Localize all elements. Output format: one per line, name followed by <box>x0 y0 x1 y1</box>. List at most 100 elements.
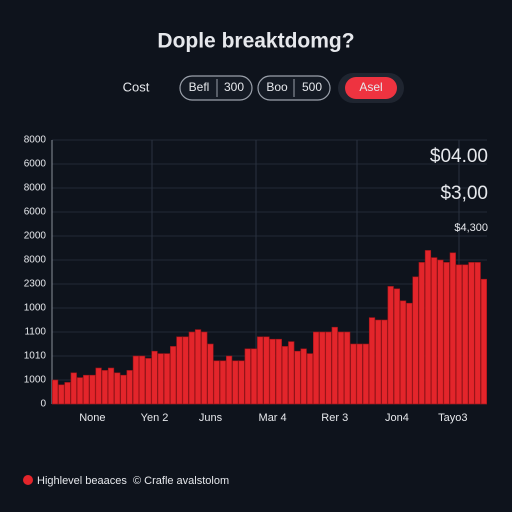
bar <box>281 346 289 405</box>
bar <box>170 346 177 405</box>
x-tick-label: Yen 2 <box>141 412 169 424</box>
bar <box>288 341 295 405</box>
y-tick-label: 1010 <box>24 351 47 362</box>
x-tick-label: Jon4 <box>385 412 409 424</box>
x-tick-label: None <box>79 412 105 424</box>
bar <box>300 348 307 405</box>
bar <box>238 360 245 405</box>
bar <box>387 286 394 405</box>
bar <box>375 319 382 405</box>
bar <box>101 370 108 405</box>
button[interactable]: Boo <box>266 80 288 94</box>
bar <box>356 343 363 405</box>
bar <box>294 350 301 405</box>
bar <box>120 374 127 405</box>
bar <box>368 317 376 405</box>
bar <box>381 319 388 405</box>
bar <box>399 300 407 405</box>
bar <box>107 367 115 405</box>
bar <box>83 374 90 405</box>
bar <box>176 336 183 405</box>
bar <box>337 331 345 405</box>
bar <box>406 302 413 405</box>
bar <box>157 353 164 405</box>
bar <box>455 264 463 405</box>
x-tick-label: Rer 3 <box>321 412 348 424</box>
plot: 0 1000 1010 1100 1000 2300 8000 2000 6000 8000 600… <box>24 135 488 424</box>
bar <box>64 382 71 405</box>
bar <box>226 355 233 405</box>
bar <box>151 350 158 405</box>
y-tick-label: 1000 <box>24 303 47 314</box>
annotation: $04.00 <box>430 146 488 167</box>
bar <box>331 326 338 405</box>
x-tick-label: Tayo3 <box>438 412 467 424</box>
bar <box>194 329 202 405</box>
control-label: Cost <box>123 79 150 94</box>
bar <box>244 348 251 405</box>
bar <box>449 252 456 405</box>
bar <box>431 257 438 405</box>
bar <box>126 370 133 405</box>
bar <box>58 384 65 405</box>
button[interactable]: 500 <box>302 80 322 94</box>
bar <box>257 336 264 405</box>
bar <box>319 331 326 405</box>
bar <box>76 377 84 405</box>
bar <box>468 262 475 405</box>
y-tick-label: 6000 <box>24 159 47 170</box>
y-tick-label: 8000 <box>24 135 47 146</box>
x-tick-label: Juns <box>199 412 223 424</box>
bar <box>350 343 357 405</box>
bar <box>250 348 258 405</box>
bar <box>437 259 444 405</box>
active-button[interactable] <box>345 77 397 99</box>
button[interactable]: Befl <box>189 80 210 94</box>
y-tick-label: 6000 <box>24 207 47 218</box>
bar <box>201 331 208 405</box>
bar <box>232 360 239 405</box>
bar <box>207 343 214 405</box>
y-tick-label: 2000 <box>24 231 47 242</box>
bar <box>89 374 96 405</box>
bar <box>263 336 270 405</box>
bar <box>474 262 481 405</box>
bar <box>132 355 139 405</box>
button[interactable]: Asel <box>359 80 382 94</box>
bar <box>95 367 102 405</box>
y-tick-label: 1100 <box>24 327 46 338</box>
bar <box>443 262 450 405</box>
title: Dople breaktdomg? <box>157 30 354 53</box>
y-tick-label: 8000 <box>24 255 47 266</box>
annotation: $4,300 <box>454 222 488 234</box>
bar <box>480 278 488 405</box>
bar <box>269 338 276 405</box>
bar <box>306 353 314 405</box>
bar <box>163 353 171 405</box>
bar <box>213 360 220 405</box>
bar <box>182 336 189 405</box>
x-tick-label: Mar 4 <box>259 412 287 424</box>
button[interactable]: 300 <box>224 80 244 94</box>
toggle-group[interactable] <box>179 75 253 101</box>
bar <box>312 331 320 405</box>
bar <box>114 372 121 405</box>
bar <box>393 288 401 405</box>
legend-label: © Crafle avalstolom <box>133 475 229 487</box>
bar <box>362 343 369 405</box>
y-tick-label: 0 <box>40 399 46 410</box>
y-tick-label: 2300 <box>24 279 47 290</box>
legend-label: Highlevel beaaces <box>37 475 127 487</box>
bar <box>188 331 195 405</box>
legend-swatch <box>23 475 33 485</box>
bar <box>412 276 419 405</box>
annotation: $3,00 <box>440 183 488 204</box>
bar <box>275 338 282 405</box>
bar <box>424 250 432 405</box>
y-tick-label: 1000 <box>24 375 47 386</box>
y-tick-label: 8000 <box>24 183 47 194</box>
bar <box>344 331 351 405</box>
bar <box>51 379 59 405</box>
bar <box>418 262 425 405</box>
